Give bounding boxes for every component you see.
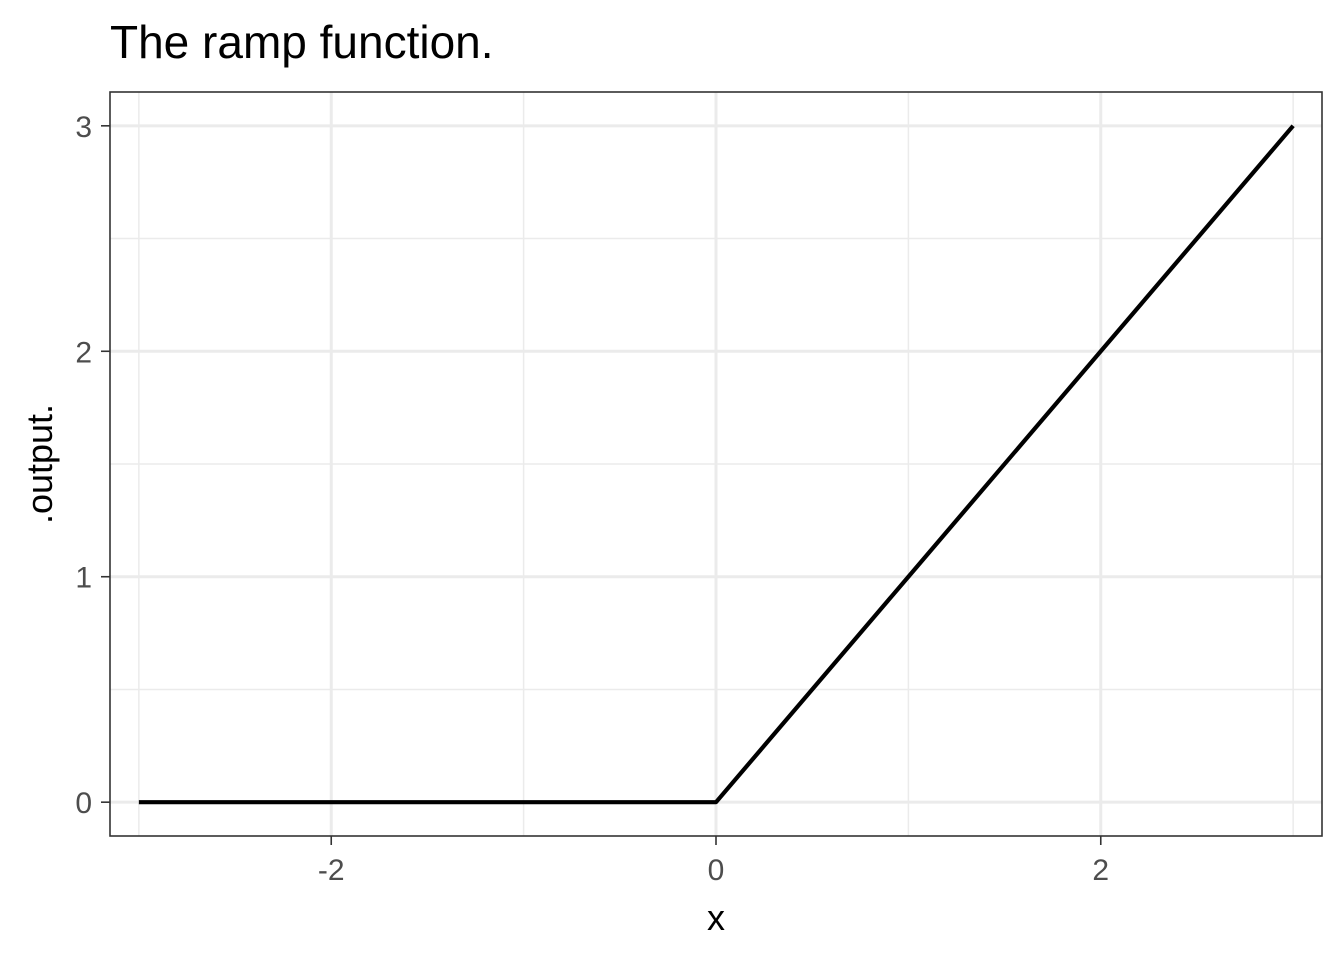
- y-tick-label: 1: [75, 562, 92, 595]
- x-axis-ticks: -2 0 2: [318, 836, 1109, 887]
- series-layer: [138, 124, 1295, 805]
- chart-title: The ramp function.: [110, 16, 494, 68]
- x-axis-title: x: [707, 897, 725, 938]
- y-tick-label: 3: [75, 111, 92, 144]
- y-tick-label: 0: [75, 787, 92, 820]
- y-axis-ticks: 0 1 2 3: [75, 111, 110, 820]
- series-line-ramp: [138, 124, 1295, 805]
- x-tick-label: 2: [1092, 854, 1109, 887]
- x-tick-label: -2: [318, 854, 345, 887]
- y-axis-title: .output.: [19, 404, 60, 524]
- y-tick-label: 2: [75, 336, 92, 369]
- x-tick-label: 0: [708, 854, 725, 887]
